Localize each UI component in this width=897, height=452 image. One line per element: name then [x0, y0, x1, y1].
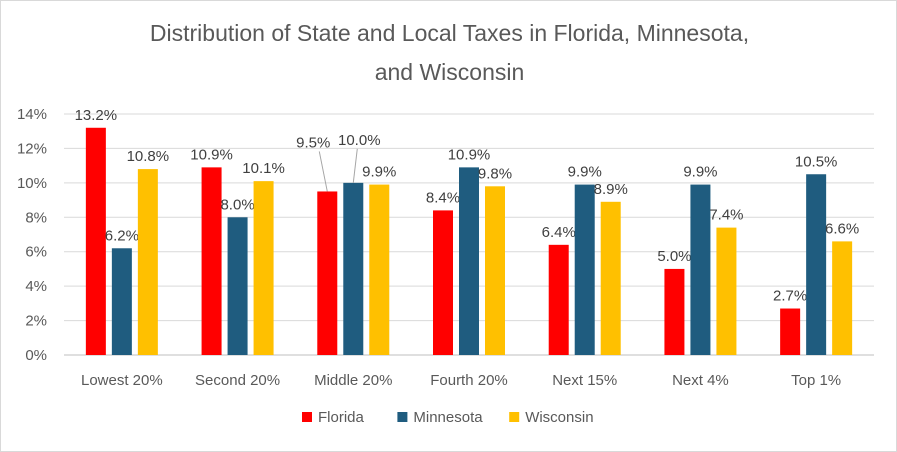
bar-wisconsin	[253, 181, 274, 355]
bar-florida	[780, 308, 801, 355]
data-label: 5.0%	[657, 248, 691, 265]
x-tick-label: Top 1%	[791, 372, 841, 389]
x-tick-label: Fourth 20%	[430, 372, 508, 389]
data-label: 10.9%	[190, 146, 233, 163]
legend-label-florida: Florida	[318, 409, 365, 426]
x-tick-label: Second 20%	[195, 372, 280, 389]
bar-wisconsin	[716, 227, 737, 355]
bar-florida	[548, 244, 569, 355]
data-label: 10.0%	[338, 132, 381, 149]
bar-minnesota	[227, 217, 248, 355]
bar-florida	[201, 167, 222, 355]
bar-minnesota	[690, 184, 711, 355]
chart-title-line-2: and Wisconsin	[374, 59, 525, 85]
x-tick-label: Middle 20%	[314, 372, 392, 389]
bar-minnesota	[111, 248, 132, 355]
data-label: 7.4%	[709, 207, 743, 224]
data-label: 9.5%	[296, 134, 330, 151]
y-tick-label: 12%	[17, 140, 47, 157]
x-tick-label: Next 15%	[552, 372, 617, 389]
legend-label-minnesota: Minnesota	[413, 409, 483, 426]
bar-minnesota	[459, 167, 479, 355]
data-label: 10.1%	[242, 160, 285, 177]
bar-florida	[433, 210, 453, 355]
data-label: 8.9%	[594, 181, 628, 198]
legend-swatch-minnesota	[397, 412, 408, 422]
data-label: 6.4%	[542, 224, 576, 241]
y-tick-label: 4%	[25, 278, 47, 295]
data-label: 6.2%	[105, 227, 139, 244]
data-label: 9.8%	[478, 165, 512, 182]
data-label: 6.6%	[825, 220, 859, 237]
bar-wisconsin	[137, 169, 158, 355]
legend-label-wisconsin: Wisconsin	[525, 409, 593, 426]
y-tick-label: 0%	[25, 347, 47, 364]
bar-florida	[664, 268, 685, 355]
data-label: 10.8%	[127, 148, 170, 165]
legend-swatch-wisconsin	[509, 412, 520, 422]
data-label: 13.2%	[75, 107, 118, 124]
y-tick-label: 8%	[25, 209, 47, 226]
data-label: 10.9%	[448, 146, 491, 163]
y-tick-label: 10%	[17, 175, 47, 192]
data-label: 10.5%	[795, 153, 838, 170]
data-label: 9.9%	[568, 164, 602, 181]
bar-minnesota	[806, 174, 827, 355]
data-label: 9.9%	[683, 164, 717, 181]
y-tick-label: 6%	[25, 244, 47, 261]
chart-title-line-1: Distribution of State and Local Taxes in…	[149, 20, 750, 46]
bar-minnesota	[343, 182, 364, 355]
x-tick-label: Next 4%	[672, 372, 729, 389]
y-tick-label: 14%	[17, 106, 47, 123]
bar-wisconsin	[600, 201, 621, 355]
data-label: 8.4%	[426, 189, 460, 206]
bar-wisconsin	[485, 186, 505, 355]
y-tick-label: 2%	[25, 313, 47, 330]
data-label: 2.7%	[773, 288, 807, 305]
bar-minnesota	[574, 184, 595, 355]
data-label-leader	[318, 151, 328, 192]
data-label: 9.9%	[362, 164, 396, 181]
bar-florida	[317, 191, 338, 355]
bar-wisconsin	[369, 184, 390, 355]
bar-florida	[85, 127, 106, 356]
legend-swatch-florida	[302, 412, 312, 422]
data-label-leader	[352, 148, 358, 183]
bar-wisconsin	[832, 241, 853, 355]
x-tick-label: Lowest 20%	[81, 372, 163, 389]
data-label: 8.0%	[220, 196, 254, 213]
